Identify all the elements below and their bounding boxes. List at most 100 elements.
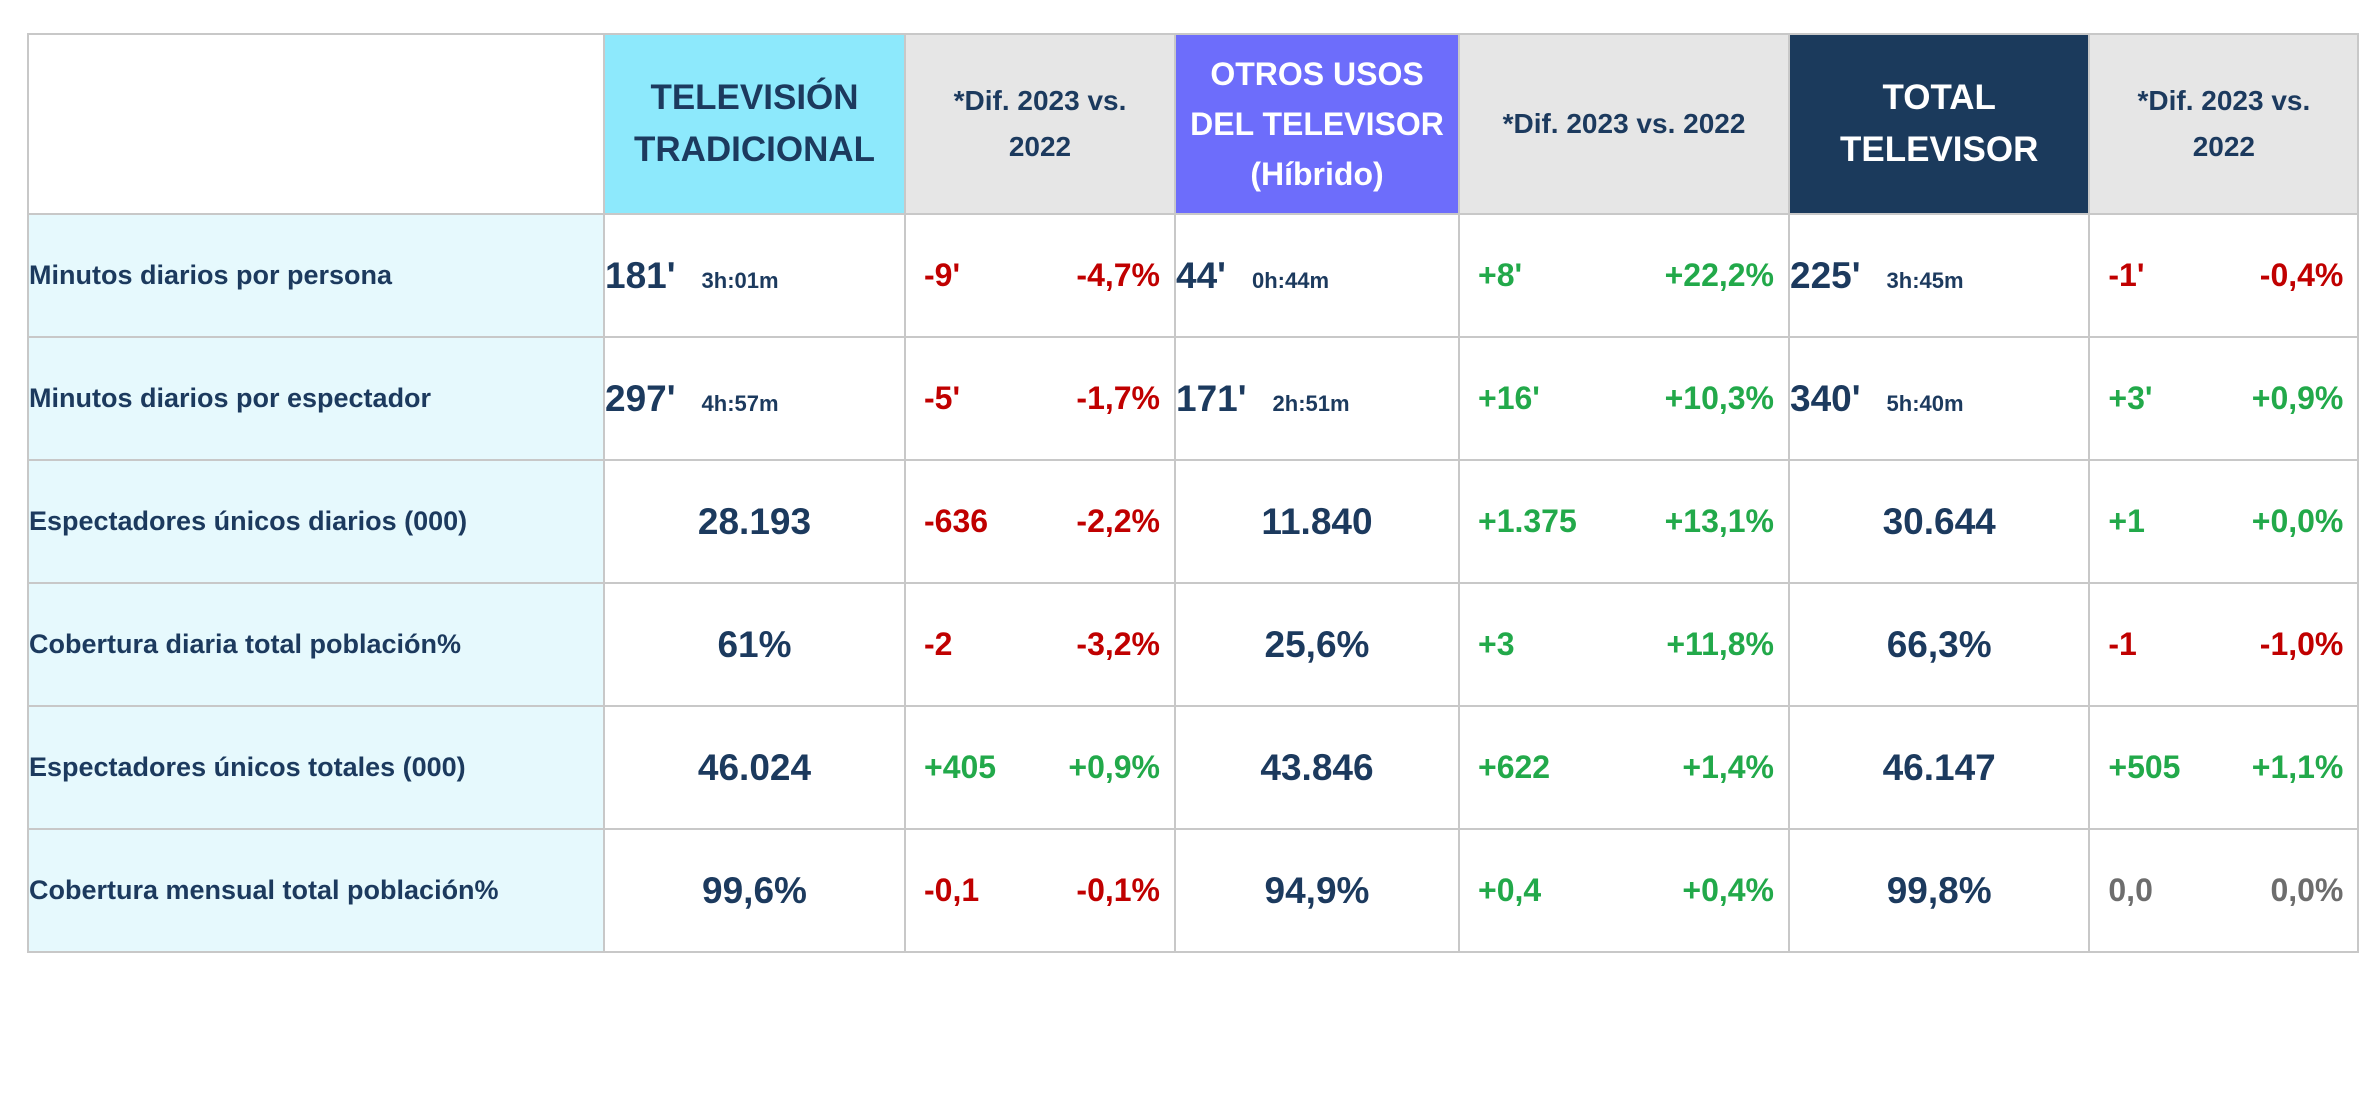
otros-diff-cell: +16' +10,3%	[1458, 336, 1790, 461]
header-otros-diff: *Dif. 2023 vs. 2022	[1458, 33, 1790, 215]
total-diff-percent: 0,0%	[2270, 872, 2344, 908]
otros-diff-absolute: +8'	[1478, 257, 1523, 293]
total-diff-absolute: -1	[2108, 626, 2137, 662]
row-label: Espectadores únicos totales (000)	[27, 705, 605, 830]
otros-hours: 0h:44m	[1251, 267, 1330, 293]
otros-diff-absolute: +1.375	[1478, 503, 1577, 539]
total-diff-cell: -1' -0,4%	[2088, 213, 2360, 338]
total-diff-percent: +1,1%	[2251, 749, 2344, 785]
otros-value-cell: 94,9%	[1174, 828, 1460, 953]
header-otros-usos: OTROS USOS DEL TELEVISOR (Híbrido)	[1174, 33, 1460, 215]
tv-diff-percent: -3,2%	[1076, 626, 1160, 662]
header-total-diff: *Dif. 2023 vs. 2022	[2088, 33, 2360, 215]
audience-comparison-table: TELEVISIÓN TRADICIONAL *Dif. 2023 vs. 20…	[27, 33, 2360, 953]
total-minutes: 340'	[1790, 377, 1861, 419]
total-diff-percent: +0,0%	[2251, 503, 2344, 539]
tv-diff-absolute: -2	[924, 626, 953, 662]
otros-value-cell: 11.840	[1174, 459, 1460, 584]
tv-value-cell: 28.193	[603, 459, 906, 584]
tv-diff-percent: -4,7%	[1076, 257, 1160, 293]
total-diff-absolute: +3'	[2108, 380, 2153, 416]
row-label: Minutos diarios por persona	[27, 213, 605, 338]
tv-diff-percent: -1,7%	[1076, 380, 1160, 416]
tv-diff-percent: +0,9%	[1068, 749, 1160, 785]
tv-diff-cell: -9' -4,7%	[904, 213, 1176, 338]
total-minutes: 225'	[1790, 254, 1861, 296]
total-diff-absolute: +505	[2108, 749, 2181, 785]
otros-diff-cell: +8' +22,2%	[1458, 213, 1790, 338]
otros-hours: 2h:51m	[1272, 390, 1350, 416]
otros-diff-cell: +1.375 +13,1%	[1458, 459, 1790, 584]
tv-diff-percent: -0,1%	[1076, 872, 1160, 908]
total-value-cell: 46.147	[1787, 705, 2091, 830]
otros-diff-percent: +11,8%	[1666, 626, 1774, 662]
header-tv-diff: *Dif. 2023 vs. 2022	[904, 33, 1176, 215]
otros-diff-absolute: +3	[1478, 626, 1515, 662]
header-row: TELEVISIÓN TRADICIONAL *Dif. 2023 vs. 20…	[27, 33, 2360, 215]
otros-minutes: 171'	[1176, 377, 1247, 419]
row-label: Espectadores únicos diarios (000)	[27, 459, 605, 584]
total-diff-percent: -1,0%	[2259, 626, 2344, 662]
tv-value-cell: 61%	[603, 582, 906, 707]
header-total-televisor: TOTAL TELEVISOR	[1787, 33, 2091, 215]
tv-diff-absolute: +405	[924, 749, 997, 785]
otros-diff-percent: +22,2%	[1664, 257, 1774, 293]
tv-value-cell: 181' 3h:01m	[603, 213, 906, 338]
otros-minutes: 44'	[1176, 254, 1226, 296]
otros-diff-absolute: +622	[1478, 749, 1551, 785]
row-label: Cobertura diaria total población%	[27, 582, 605, 707]
tv-diff-absolute: -5'	[924, 380, 961, 416]
total-hours: 3h:45m	[1886, 267, 1964, 293]
row-label: Cobertura mensual total población%	[27, 828, 605, 953]
tv-minutes: 181'	[605, 254, 676, 296]
table-row: Cobertura diaria total población% 61% -2 -3…	[27, 582, 2360, 707]
otros-value-cell: 171' 2h:51m	[1174, 336, 1460, 461]
tv-value-cell: 46.024	[603, 705, 906, 830]
otros-diff-absolute: +16'	[1478, 380, 1540, 416]
total-diff-cell: 0,0 0,0%	[2088, 828, 2360, 953]
total-value-cell: 66,3%	[1787, 582, 2091, 707]
tv-diff-absolute: -636	[924, 503, 989, 539]
total-value-cell: 30.644	[1787, 459, 2091, 584]
tv-diff-cell: -636 -2,2%	[904, 459, 1176, 584]
tv-hours: 4h:57m	[701, 390, 779, 416]
tv-diff-absolute: -0,1	[924, 872, 980, 908]
tv-diff-absolute: -9'	[924, 257, 961, 293]
tv-diff-cell: +405 +0,9%	[904, 705, 1176, 830]
otros-diff-percent: +1,4%	[1682, 749, 1774, 785]
total-diff-percent: +0,9%	[2251, 380, 2344, 416]
tv-hours: 3h:01m	[701, 267, 779, 293]
tv-diff-cell: -0,1 -0,1%	[904, 828, 1176, 953]
header-television-tradicional: TELEVISIÓN TRADICIONAL	[603, 33, 906, 215]
tv-value-cell: 99,6%	[603, 828, 906, 953]
otros-value-cell: 43.846	[1174, 705, 1460, 830]
otros-value-cell: 25,6%	[1174, 582, 1460, 707]
total-diff-cell: -1 -1,0%	[2088, 582, 2360, 707]
total-diff-cell: +1 +0,0%	[2088, 459, 2360, 584]
table-row: Minutos diarios por persona 181' 3h:01m -9'…	[27, 213, 2360, 338]
total-diff-cell: +3' +0,9%	[2088, 336, 2360, 461]
header-blank	[27, 33, 605, 215]
total-diff-absolute: -1'	[2108, 257, 2145, 293]
otros-diff-percent: +10,3%	[1664, 380, 1774, 416]
tv-value-cell: 297' 4h:57m	[603, 336, 906, 461]
otros-diff-cell: +3 +11,8%	[1458, 582, 1790, 707]
total-diff-percent: -0,4%	[2259, 257, 2344, 293]
tv-diff-percent: -2,2%	[1076, 503, 1160, 539]
total-value-cell: 99,8%	[1787, 828, 2091, 953]
otros-diff-cell: +622 +1,4%	[1458, 705, 1790, 830]
total-diff-cell: +505 +1,1%	[2088, 705, 2360, 830]
row-label: Minutos diarios por espectador	[27, 336, 605, 461]
table-row: Minutos diarios por espectador 297' 4h:57m…	[27, 336, 2360, 461]
tv-diff-cell: -5' -1,7%	[904, 336, 1176, 461]
total-value-cell: 225' 3h:45m	[1787, 213, 2091, 338]
table-row: Cobertura mensual total población% 99,6% -…	[27, 828, 2360, 953]
tv-diff-cell: -2 -3,2%	[904, 582, 1176, 707]
total-diff-absolute: 0,0	[2108, 872, 2153, 908]
otros-diff-percent: +13,1%	[1664, 503, 1774, 539]
otros-diff-absolute: +0,4	[1478, 872, 1542, 908]
otros-diff-cell: +0,4 +0,4%	[1458, 828, 1790, 953]
total-value-cell: 340' 5h:40m	[1787, 336, 2091, 461]
table-row: Espectadores únicos totales (000) 46.024 +…	[27, 705, 2360, 830]
total-diff-absolute: +1	[2108, 503, 2145, 539]
